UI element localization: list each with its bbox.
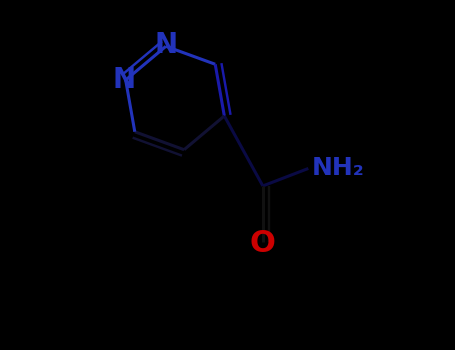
Text: N: N <box>112 66 136 94</box>
Text: O: O <box>250 229 276 258</box>
Text: NH₂: NH₂ <box>312 156 364 181</box>
Text: N: N <box>154 30 177 58</box>
